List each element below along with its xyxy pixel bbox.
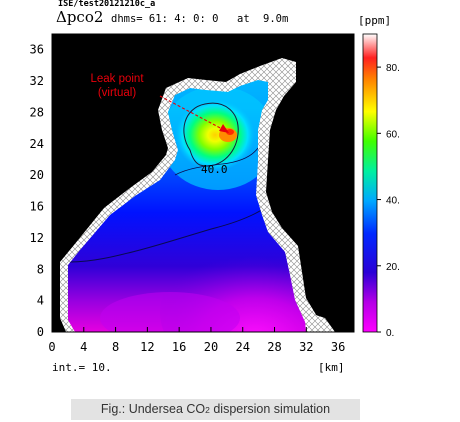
- caption-prefix: Fig.: Undersea CO: [100, 402, 206, 416]
- figure-caption: Fig.: Undersea CO2 dispersion simulation: [71, 399, 360, 420]
- y-tick-label: 28: [30, 105, 44, 119]
- y-tick-label: 32: [30, 74, 44, 88]
- interval-label: int.= 10.: [52, 361, 112, 374]
- annotation-arrow: [159, 95, 227, 132]
- y-tick-label: 16: [30, 200, 44, 214]
- colorbar-ticks: 0. 20. 40. 60. 80.: [377, 63, 400, 339]
- contour-label: 40.0: [201, 163, 228, 176]
- depth-label: 9.0m: [263, 13, 288, 25]
- colorbar-tick-label: 20.: [386, 262, 400, 273]
- map-plot: 40.0: [52, 34, 354, 332]
- x-tick-label: 36: [331, 340, 345, 354]
- caption-subscript: 2: [205, 405, 210, 415]
- x-tick-label: 28: [267, 340, 281, 354]
- unit-label: [ppm]: [358, 14, 391, 27]
- y-tick-label: 36: [30, 43, 44, 57]
- x-tick-label: 8: [112, 340, 119, 354]
- x-axis: 0 4 8 12 16 20 24 28 32 36: [48, 327, 345, 354]
- annotation-line1: Leak point: [90, 73, 144, 85]
- x-tick-label: 16: [172, 340, 186, 354]
- caption-suffix: dispersion simulation: [209, 402, 331, 416]
- x-tick-label: 32: [299, 340, 313, 354]
- colorbar-tick-label: 80.: [386, 63, 400, 74]
- x-tick-label: 4: [80, 340, 87, 354]
- at-label: at: [237, 13, 250, 25]
- annotation-line2: (virtual): [98, 87, 137, 99]
- x-unit-label: [km]: [318, 361, 345, 374]
- colorbar-tick-label: 0.: [386, 328, 394, 339]
- leak-point-annotation: Leak point (virtual): [90, 73, 229, 133]
- colorbar-tick-label: 40.: [386, 196, 400, 207]
- y-tick-label: 12: [30, 231, 44, 245]
- y-axis: 0 4 8 12 16 20 24 28 32 36: [30, 43, 57, 339]
- y-tick-label: 20: [30, 168, 44, 182]
- variable-label: Δpco2: [56, 8, 103, 26]
- y-tick-label: 4: [37, 294, 44, 308]
- run-id: ISE/test20121210c_a: [58, 0, 155, 9]
- colorbar: [362, 33, 378, 333]
- x-tick-label: 20: [204, 340, 218, 354]
- y-tick-label: 0: [37, 325, 44, 339]
- arrow-head: [219, 124, 229, 133]
- x-tick-label: 12: [140, 340, 154, 354]
- time-label: dhms= 61: 4: 0: 0: [111, 13, 218, 25]
- x-tick-label: 24: [236, 340, 250, 354]
- x-tick-label: 0: [48, 340, 55, 354]
- y-tick-label: 24: [30, 137, 44, 151]
- y-tick-label: 8: [37, 262, 44, 276]
- colorbar-tick-label: 60.: [386, 129, 400, 140]
